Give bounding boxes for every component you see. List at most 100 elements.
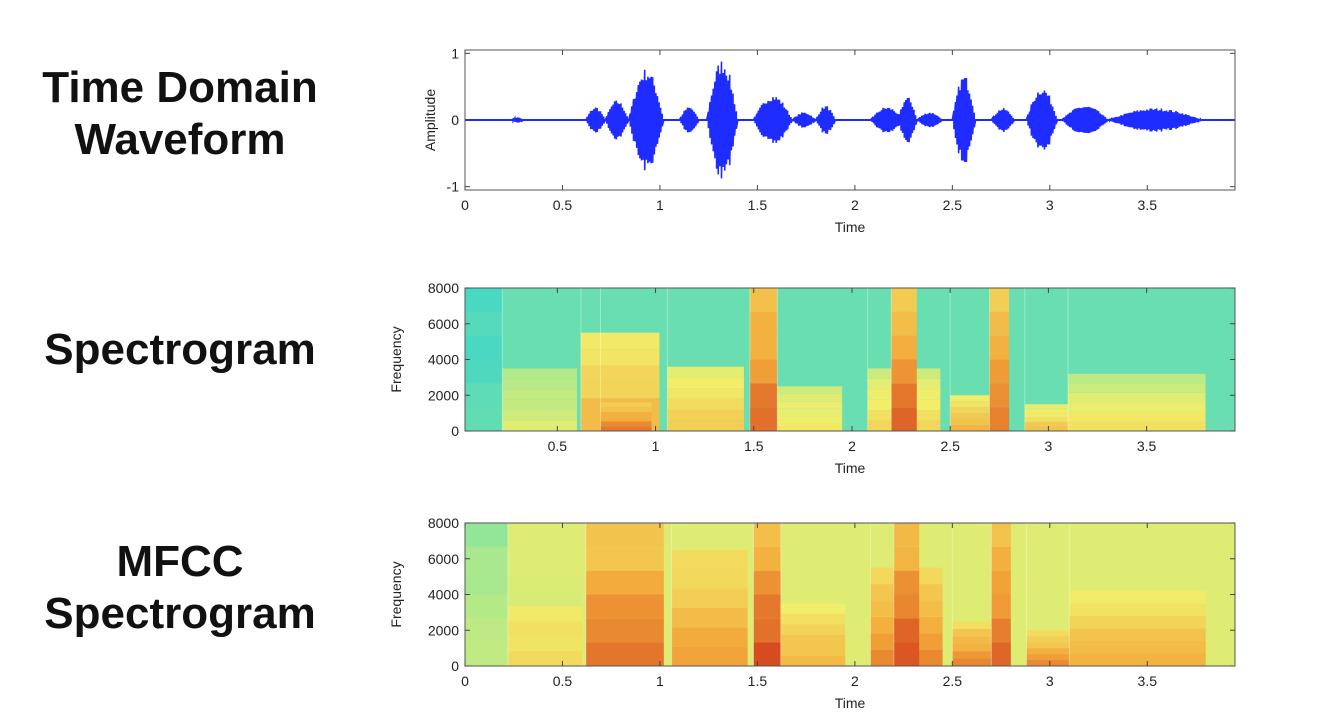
- heatmap-cell: [502, 399, 577, 411]
- heatmap-cell: [580, 349, 660, 366]
- heatmap-cell: [991, 642, 1011, 666]
- heatmap-cell: [1026, 654, 1070, 661]
- heatmap-cell: [780, 603, 846, 614]
- heatmap-cell: [1068, 402, 1206, 412]
- waveform-segment: [916, 112, 944, 128]
- heatmap-cell: [580, 332, 660, 350]
- waveform-segment: [869, 107, 905, 133]
- heatmap-cell: [753, 594, 781, 619]
- heatmap-cell: [465, 383, 503, 408]
- heatmap-cell: [893, 642, 920, 666]
- heatmap-cell: [777, 401, 843, 409]
- heatmap-cell: [749, 335, 778, 360]
- heatmap-cell: [749, 311, 778, 336]
- heatmap-cell: [507, 636, 582, 652]
- heatmap-cell: [950, 401, 990, 408]
- heatmap-cell: [600, 411, 652, 417]
- heatmap-cell: [600, 426, 652, 431]
- heatmap-cell: [777, 393, 843, 402]
- heatmap-cell: [1024, 417, 1069, 423]
- heatmap-cell: [777, 408, 843, 417]
- heatmap-cell: [1024, 422, 1069, 427]
- heatmap-cell: [1024, 404, 1069, 409]
- heatmap-cell: [1069, 603, 1206, 616]
- heatmap-cell: [989, 288, 1010, 312]
- heatmap-cell: [1068, 383, 1206, 393]
- x-tick-label: 1: [656, 673, 664, 689]
- heatmap-cell: [585, 594, 664, 619]
- y-tick-label: 2000: [428, 622, 459, 638]
- heatmap-cell: [1068, 421, 1206, 431]
- x-tick-label: 0: [461, 197, 469, 213]
- x-tick-label: 3.5: [1137, 438, 1157, 454]
- heatmap-cell: [600, 407, 652, 412]
- heatmap-cell: [1024, 408, 1069, 414]
- x-tick-label: 0.5: [553, 673, 573, 689]
- heatmap-cell: [667, 420, 744, 431]
- waveform-segment: [511, 115, 524, 124]
- heatmap-cell: [465, 407, 503, 431]
- heatmap-cell: [991, 546, 1011, 571]
- heatmap-cell: [465, 311, 503, 336]
- x-tick-label: 0.5: [553, 197, 573, 213]
- heatmap-cell: [952, 658, 992, 666]
- heatmap-cell: [585, 523, 664, 547]
- heatmap-cell: [507, 606, 582, 622]
- waveform-segment: [1108, 108, 1203, 132]
- heatmap-cell: [1069, 640, 1206, 654]
- heatmap-cell: [1069, 653, 1206, 666]
- x-tick-label: 2.5: [943, 673, 963, 689]
- heatmap-cell: [950, 413, 990, 420]
- panel-title-line: Spectrogram: [44, 325, 316, 374]
- heatmap-cell: [950, 407, 990, 414]
- heatmap-cell: [893, 523, 920, 547]
- y-tick-label: 6000: [428, 316, 459, 332]
- waveform-segment: [897, 97, 919, 143]
- heatmap-cell: [1069, 590, 1206, 604]
- heatmap-cell: [600, 421, 652, 427]
- heatmap-cell: [1024, 413, 1069, 418]
- heatmap-cell: [749, 383, 778, 408]
- panel-title-line: Waveform: [74, 115, 286, 164]
- heatmap-cell: [893, 594, 920, 619]
- heatmap-cell: [671, 627, 748, 647]
- heatmap-cell: [585, 642, 664, 666]
- y-tick-label: 8000: [428, 280, 459, 296]
- y-tick-label: 1: [451, 45, 459, 61]
- heatmap-cell: [580, 365, 660, 382]
- heatmap-cell: [585, 570, 664, 595]
- heatmap-cell: [671, 569, 748, 589]
- heatmap-cell: [465, 359, 503, 384]
- heatmap-cell: [989, 359, 1010, 384]
- heatmap-cell: [989, 407, 1010, 431]
- heatmap-cell: [952, 651, 992, 659]
- panel-title-mfcc: MFCC Spectrogram: [0, 536, 360, 640]
- heatmap-cell: [507, 591, 582, 607]
- heatmap-cell: [465, 618, 508, 643]
- heatmap-cell: [753, 618, 781, 643]
- x-tick-label: 1.5: [744, 438, 764, 454]
- heatmap-cell: [950, 425, 990, 431]
- x-tick-label: 2: [851, 197, 859, 213]
- waveform-segment: [705, 61, 739, 179]
- heatmap-cell: [749, 359, 778, 384]
- heatmap-cell: [1068, 411, 1206, 422]
- x-axis-label: Time: [835, 695, 866, 711]
- heatmap-cell: [502, 389, 577, 400]
- waveform-segment: [951, 77, 977, 163]
- heatmap-cell: [991, 618, 1011, 643]
- heatmap-cell: [465, 288, 503, 312]
- x-tick-label: 2.5: [943, 197, 963, 213]
- heatmap-cell: [991, 523, 1011, 547]
- heatmap-cell: [989, 311, 1010, 336]
- heatmap-cell: [1068, 392, 1206, 403]
- heatmap-cell: [891, 311, 917, 336]
- panel-title-line: Time Domain: [42, 63, 318, 112]
- heatmap-cell: [891, 359, 917, 384]
- heatmap-cell: [780, 655, 846, 666]
- y-axis-label: Frequency: [388, 326, 404, 392]
- heatmap-cell: [891, 407, 917, 431]
- waveform-segment: [815, 106, 837, 134]
- x-tick-label: 3.5: [1138, 673, 1158, 689]
